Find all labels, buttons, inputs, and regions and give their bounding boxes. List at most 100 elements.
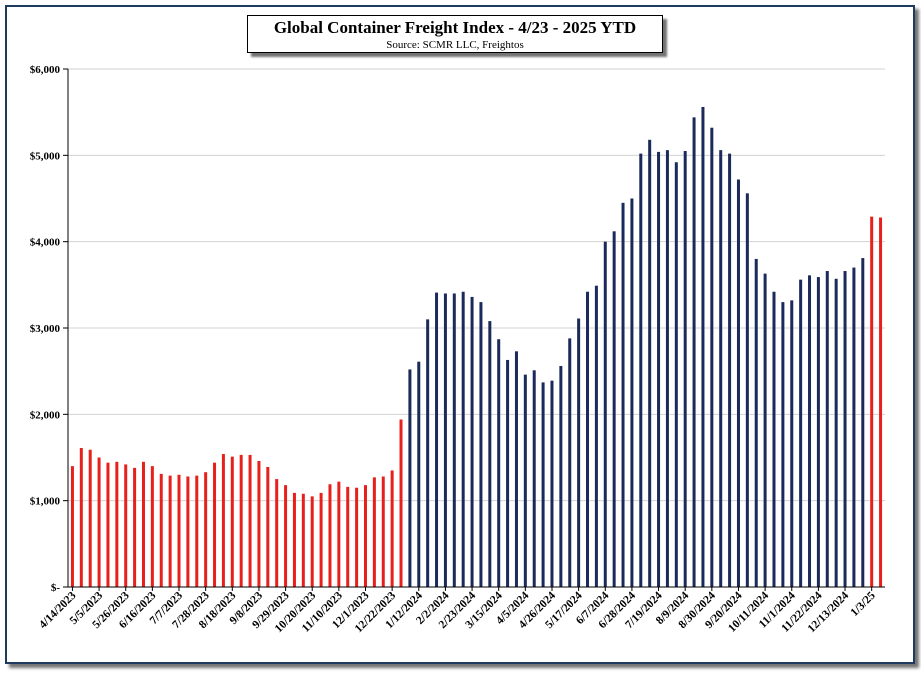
bar (319, 492, 323, 587)
bar (408, 369, 412, 587)
bar (195, 475, 199, 587)
bar (692, 117, 696, 587)
bar (870, 216, 874, 587)
bar (772, 291, 776, 587)
bar (88, 449, 92, 587)
bar (363, 485, 367, 587)
bar (745, 193, 749, 587)
y-tick-label: $2,000 (30, 409, 61, 421)
bar (648, 139, 652, 588)
bar (754, 258, 758, 587)
bar (239, 454, 243, 587)
bar (550, 380, 554, 587)
bar (355, 487, 359, 587)
bar (657, 151, 661, 587)
gridlines (68, 68, 885, 502)
bar (577, 318, 581, 587)
y-tick-label: $3,000 (30, 323, 61, 335)
bar (879, 217, 883, 588)
bar (97, 457, 101, 587)
bar (204, 472, 208, 587)
y-tick-label: $5,000 (30, 150, 61, 162)
bar (141, 461, 145, 587)
bar (790, 300, 794, 587)
bar (603, 241, 607, 588)
bar (514, 351, 518, 587)
bar (479, 302, 483, 587)
chart-title-box: Global Container Freight Index - 4/23 - … (247, 15, 663, 53)
bar (825, 271, 829, 587)
chart-subtitle: Source: SCMR LLC, Freightos (386, 39, 524, 51)
bar (115, 461, 119, 587)
bar (310, 496, 314, 587)
bar (372, 477, 376, 587)
bars (70, 106, 883, 588)
bar (719, 150, 723, 587)
x-axis: 4/14/20235/5/20235/26/20236/16/20237/7/2… (37, 586, 885, 635)
bar (683, 151, 687, 587)
bar (488, 321, 492, 587)
bar (284, 485, 288, 587)
bar (150, 466, 154, 587)
bar (70, 466, 74, 587)
bar (381, 476, 385, 587)
bar (736, 179, 740, 587)
bar (568, 338, 572, 587)
bar (159, 473, 163, 587)
bar (133, 467, 137, 587)
y-tick-label: $4,000 (30, 237, 61, 249)
bar (399, 419, 403, 587)
bar (799, 279, 803, 587)
bar (763, 273, 767, 587)
bar (346, 486, 350, 587)
bar (186, 476, 190, 587)
bar (417, 361, 421, 587)
bar (435, 292, 439, 587)
bar (630, 198, 634, 587)
bar (337, 481, 341, 587)
bar (177, 474, 181, 587)
bar (674, 162, 678, 588)
bar (470, 296, 474, 587)
bar (168, 475, 172, 587)
bar (266, 467, 270, 587)
bar (230, 456, 234, 587)
bar (710, 127, 714, 588)
x-tick-label: 4/14/2023 (37, 589, 79, 631)
bar (443, 293, 447, 587)
bar (426, 319, 430, 587)
x-tick-label: 1/3/25 (849, 589, 878, 618)
bar (124, 464, 128, 587)
bar (594, 285, 598, 587)
bar (852, 267, 856, 587)
bar (221, 454, 225, 587)
bar (292, 492, 296, 587)
bar (452, 293, 456, 587)
bar (781, 302, 785, 587)
bar (728, 153, 732, 588)
bar (106, 462, 110, 587)
bar (843, 271, 847, 587)
y-axis: $- $1,000 $2,000 $3,000 $4,000 $5,000 $6,000 (30, 64, 69, 594)
bar (665, 150, 669, 587)
bar (301, 493, 305, 587)
y-tick-label: $1,000 (30, 496, 61, 508)
bar (816, 277, 820, 587)
bar (541, 382, 545, 587)
bar (586, 291, 590, 587)
bar (621, 202, 625, 587)
bar (506, 359, 510, 587)
bar (461, 291, 465, 587)
y-tick-label: $- (51, 582, 61, 594)
bar (612, 231, 616, 587)
bar (79, 448, 83, 587)
bar (248, 454, 252, 587)
bar (275, 479, 279, 587)
chart-frame (5, 5, 915, 664)
bar (497, 339, 501, 587)
bar (701, 106, 705, 588)
bar (808, 275, 812, 587)
bar (213, 462, 217, 587)
y-tick-label: $6,000 (30, 64, 61, 76)
